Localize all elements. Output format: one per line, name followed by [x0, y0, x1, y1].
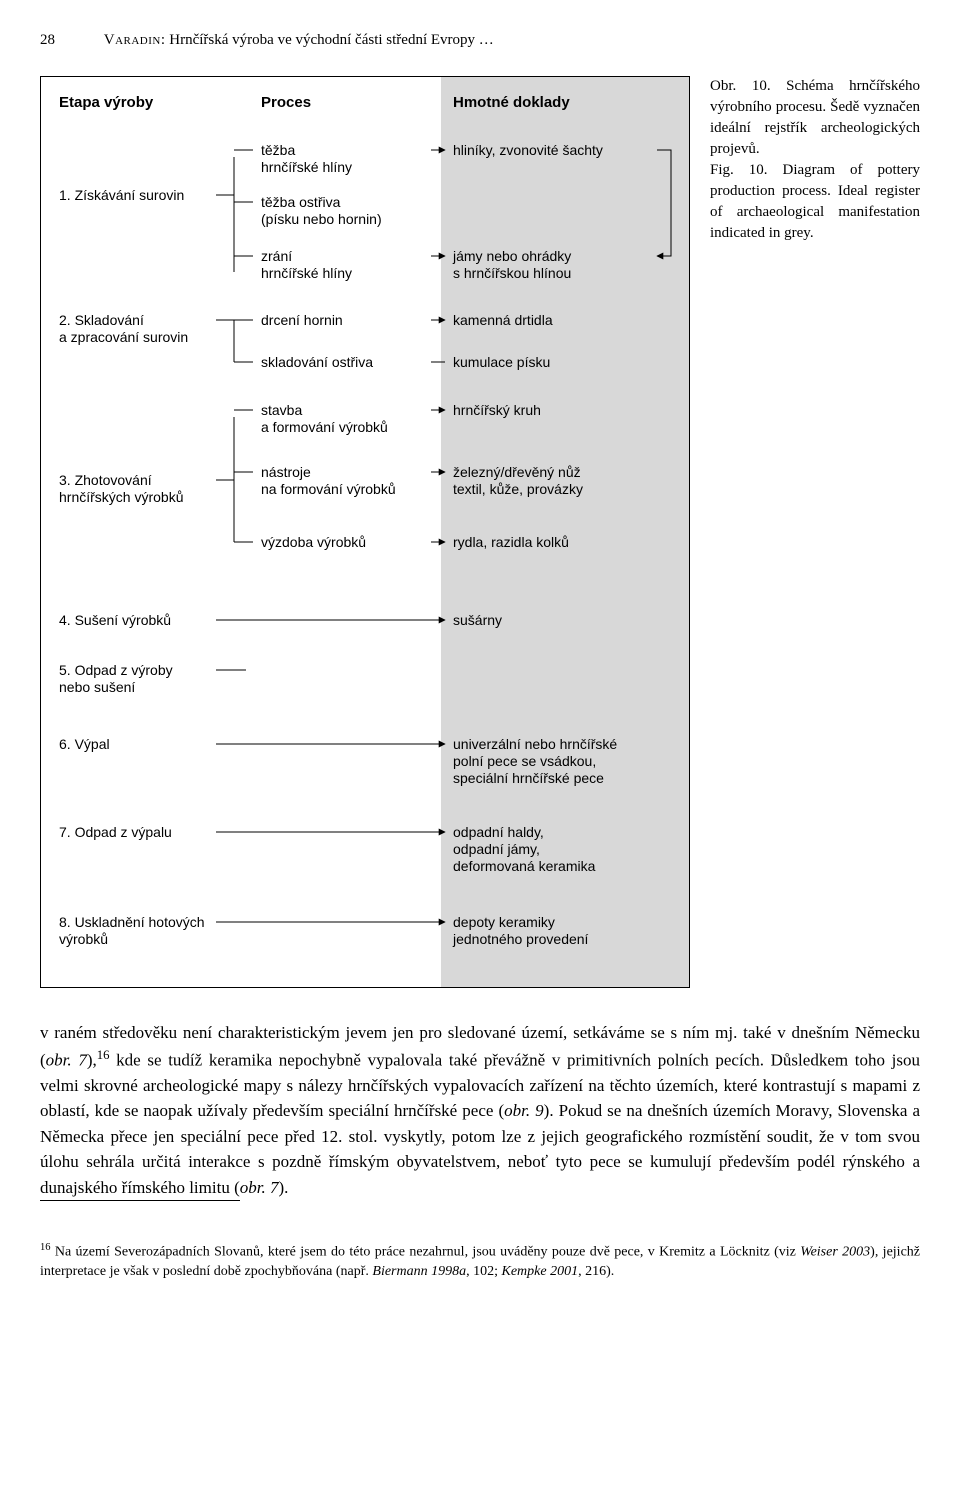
svg-text:a zpracování surovin: a zpracování surovin	[59, 329, 188, 345]
svg-text:speciální hrnčířské pece: speciální hrnčířské pece	[453, 770, 604, 786]
svg-text:rydla, razidla kolků: rydla, razidla kolků	[453, 534, 569, 550]
svg-text:2. Skladování: 2. Skladování	[59, 312, 144, 328]
caption-en: Fig. 10. Diagram of pottery production p…	[710, 162, 920, 241]
svg-text:(písku nebo hornin): (písku nebo hornin)	[261, 211, 382, 227]
footnote-rule	[40, 1200, 240, 1201]
svg-text:hrnčířské hlíny: hrnčířské hlíny	[261, 159, 352, 175]
diagram-svg: Etapa výroby Proces Hmotné doklady 1. Získá…	[41, 77, 689, 987]
running-head: 28 Varadin: Hrnčířská výroba ve východní…	[40, 30, 920, 50]
caption-cz: Obr. 10. Schéma hrnčířského výrobního pr…	[710, 78, 920, 157]
svg-text:kumulace písku: kumulace písku	[453, 354, 550, 370]
svg-text:jednotného provedení: jednotného provedení	[452, 931, 589, 947]
svg-text:4. Sušení výrobků: 4. Sušení výrobků	[59, 612, 171, 628]
figure-row: Etapa výroby Proces Hmotné doklady 1. Získá…	[40, 76, 920, 988]
svg-text:odpadní jámy,: odpadní jámy,	[453, 841, 540, 857]
svg-text:železný/dřevěný nůž: železný/dřevěný nůž	[453, 464, 581, 480]
svg-text:1. Získávání surovin: 1. Získávání surovin	[59, 187, 184, 203]
running-title: Hrnčířská výroba ve východní části střed…	[169, 32, 494, 48]
svg-text:textil, kůže, provázky: textil, kůže, provázky	[453, 481, 583, 497]
svg-text:sušárny: sušárny	[453, 612, 502, 628]
svg-text:těžba ostřiva: těžba ostřiva	[261, 194, 341, 210]
svg-text:na formování výrobků: na formování výrobků	[261, 481, 396, 497]
svg-text:5. Odpad z výroby: 5. Odpad z výroby	[59, 662, 173, 678]
svg-text:stavba: stavba	[261, 402, 302, 418]
svg-text:6. Výpal: 6. Výpal	[59, 736, 110, 752]
svg-text:jámy nebo ohrádky: jámy nebo ohrádky	[452, 248, 571, 264]
svg-text:univerzální nebo hrnčířské: univerzální nebo hrnčířské	[453, 736, 617, 752]
svg-text:polní pece se vsádkou,: polní pece se vsádkou,	[453, 753, 596, 769]
figure-caption: Obr. 10. Schéma hrnčířského výrobního pr…	[710, 76, 920, 988]
svg-text:výrobků: výrobků	[59, 931, 108, 947]
svg-text:hliníky, zvonovité šachty: hliníky, zvonovité šachty	[453, 142, 603, 158]
svg-text:7. Odpad z výpalu: 7. Odpad z výpalu	[59, 824, 172, 840]
svg-text:těžba: těžba	[261, 142, 295, 158]
svg-text:8. Uskladnění hotových: 8. Uskladnění hotových	[59, 914, 205, 930]
svg-text:Proces: Proces	[261, 94, 311, 111]
svg-text:hrnčířské hlíny: hrnčířské hlíny	[261, 265, 352, 281]
svg-text:nástroje: nástroje	[261, 464, 311, 480]
svg-text:hrnčířský kruh: hrnčířský kruh	[453, 402, 541, 418]
body-paragraph: v raném středověku není charakteristický…	[40, 1020, 920, 1200]
svg-text:Etapa výroby: Etapa výroby	[59, 94, 154, 111]
svg-text:drcení hornin: drcení hornin	[261, 312, 343, 328]
svg-text:výzdoba výrobků: výzdoba výrobků	[261, 534, 366, 550]
svg-text:skladování ostřiva: skladování ostřiva	[261, 354, 373, 370]
svg-text:3. Zhotovování: 3. Zhotovování	[59, 472, 152, 488]
svg-text:zrání: zrání	[261, 248, 292, 264]
running-author: Varadin:	[104, 32, 166, 48]
svg-text:Hmotné doklady: Hmotné doklady	[453, 94, 570, 111]
svg-text:a formování výrobků: a formování výrobků	[261, 419, 388, 435]
svg-text:s hrnčířskou hlínou: s hrnčířskou hlínou	[453, 265, 571, 281]
svg-text:odpadní haldy,: odpadní haldy,	[453, 824, 544, 840]
svg-text:depoty keramiky: depoty keramiky	[453, 914, 555, 930]
svg-text:kamenná drtidla: kamenná drtidla	[453, 312, 553, 328]
page-number: 28	[40, 30, 100, 50]
footnote: 16 Na území Severozápadních Slovanů, kte…	[40, 1241, 920, 1281]
svg-text:deformovaná keramika: deformovaná keramika	[453, 858, 596, 874]
svg-text:nebo sušení: nebo sušení	[59, 679, 135, 695]
diagram-frame: Etapa výroby Proces Hmotné doklady 1. Získá…	[40, 76, 690, 988]
svg-text:hrnčířských výrobků: hrnčířských výrobků	[59, 489, 183, 505]
